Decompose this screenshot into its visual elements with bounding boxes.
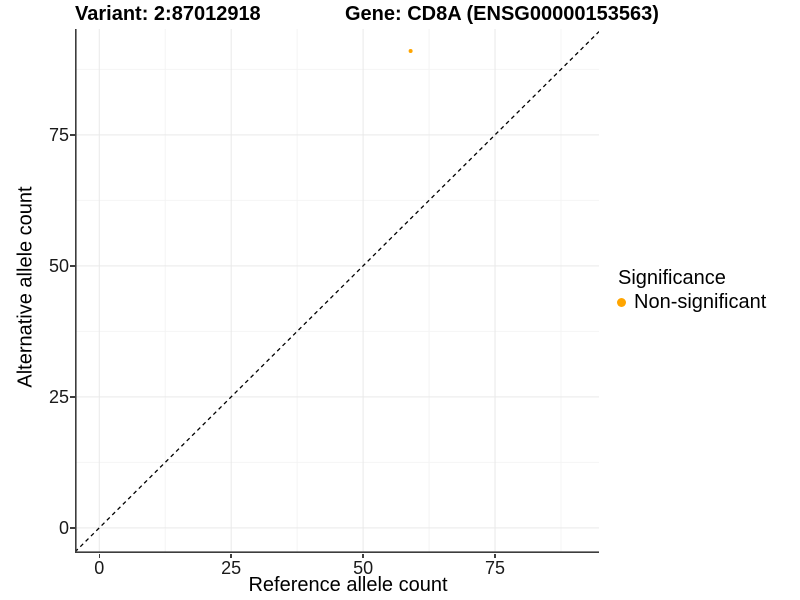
- x-tick-label: 25: [221, 558, 242, 578]
- legend-point-icon: [617, 297, 626, 307]
- y-tick-mark: [70, 265, 75, 267]
- x-axis-label: Reference allele count: [248, 574, 448, 596]
- y-tick-mark: [70, 396, 75, 398]
- legend-item: Non-significant: [616, 291, 766, 313]
- x-tick-mark: [230, 553, 232, 558]
- data-point: [408, 49, 413, 54]
- x-tick-mark: [98, 553, 101, 558]
- x-tick-label: 75: [485, 558, 506, 578]
- identity-reference-line: [75, 31, 599, 553]
- y-tick-label: 50: [48, 255, 69, 276]
- x-tick-mark: [494, 553, 496, 558]
- legend-title: Significance: [618, 267, 726, 289]
- x-tick-label: 50: [353, 558, 374, 578]
- x-tick-label: 0: [94, 558, 105, 578]
- y-tick-label: 75: [48, 124, 69, 145]
- gene-title: Gene: CD8A (ENSG00000153563): [345, 3, 659, 25]
- legend-item-label: Non-significant: [634, 291, 767, 313]
- legend: Significance Non-significant: [616, 267, 766, 313]
- plot-canvas: [75, 29, 599, 553]
- variant-title: Variant: 2:87012918: [75, 3, 261, 25]
- y-axis-label: Alternative allele count: [14, 186, 37, 388]
- y-tick-mark: [70, 527, 75, 529]
- plot-panel: [75, 29, 599, 553]
- y-tick-label: 0: [58, 517, 69, 538]
- x-tick-mark: [362, 553, 364, 558]
- y-tick-label: 25: [48, 386, 69, 407]
- y-tick-mark: [70, 134, 75, 136]
